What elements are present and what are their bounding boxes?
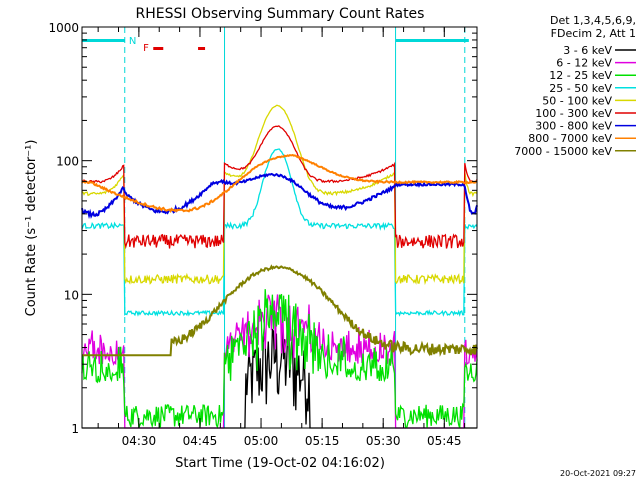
x-tick-label: 05:15 (305, 434, 340, 448)
legend-item-label: 12 - 25 keV (549, 69, 612, 82)
series-line-7 (81, 172, 478, 220)
x-tick-label: 05:45 (427, 434, 462, 448)
y-axis-label: Count Rate (s⁻¹ detector⁻¹) (24, 140, 39, 317)
flare-flag-bar (153, 47, 164, 50)
series-line-3 (81, 289, 478, 430)
legend: Det 1,3,4,5,6,9,FDecim 2, Att 1 3 - 6 keV… (514, 14, 636, 158)
legend-header: FDecim 2, Att 1 (551, 27, 636, 40)
series-line-5 (81, 104, 478, 286)
series-line-1 (82, 326, 477, 429)
legend-item-label: 50 - 100 keV (542, 94, 612, 107)
night-flag-label: N (129, 36, 136, 47)
x-tick-label: 05:30 (366, 434, 401, 448)
x-axis-label: Start Time (19-Oct-02 04:16:02) (175, 456, 385, 471)
legend-item-label: 7000 - 15000 keV (514, 145, 612, 158)
x-tick-label: 05:00 (244, 434, 279, 448)
legend-item-label: 6 - 12 keV (556, 57, 612, 70)
night-flag-bar (395, 39, 469, 42)
series-line-9 (82, 264, 478, 357)
legend-item-label: 25 - 50 keV (549, 82, 612, 95)
legend-item-label: 300 - 800 keV (535, 120, 612, 133)
legend-item-label: 100 - 300 keV (535, 107, 612, 120)
legend-header: Det 1,3,4,5,6,9, (550, 14, 636, 27)
legend-item-label: 3 - 6 keV (563, 44, 612, 57)
flare-flag-bar (198, 47, 206, 50)
y-tick-label: 1 (71, 422, 79, 436)
x-tick-label: 04:45 (183, 434, 218, 448)
flare-flag-label: F (143, 43, 149, 54)
series-line-6 (81, 125, 478, 250)
series-line-8 (81, 153, 478, 213)
y-tick-label: 100 (56, 155, 79, 169)
x-tick-label: 04:30 (122, 434, 157, 448)
chart-title: RHESSI Observing Summary Count Rates (136, 6, 425, 22)
series-line-2 (81, 294, 478, 429)
plot-frame (81, 26, 478, 429)
night-flag-bar (82, 39, 125, 42)
legend-item-label: 800 - 7000 keV (528, 132, 612, 145)
y-tick-label: 10 (64, 288, 79, 302)
y-tick-label: 1000 (48, 21, 79, 35)
plot-timestamp: 20-Oct-2021 09:27 (560, 469, 636, 478)
series-line-4 (81, 148, 478, 317)
